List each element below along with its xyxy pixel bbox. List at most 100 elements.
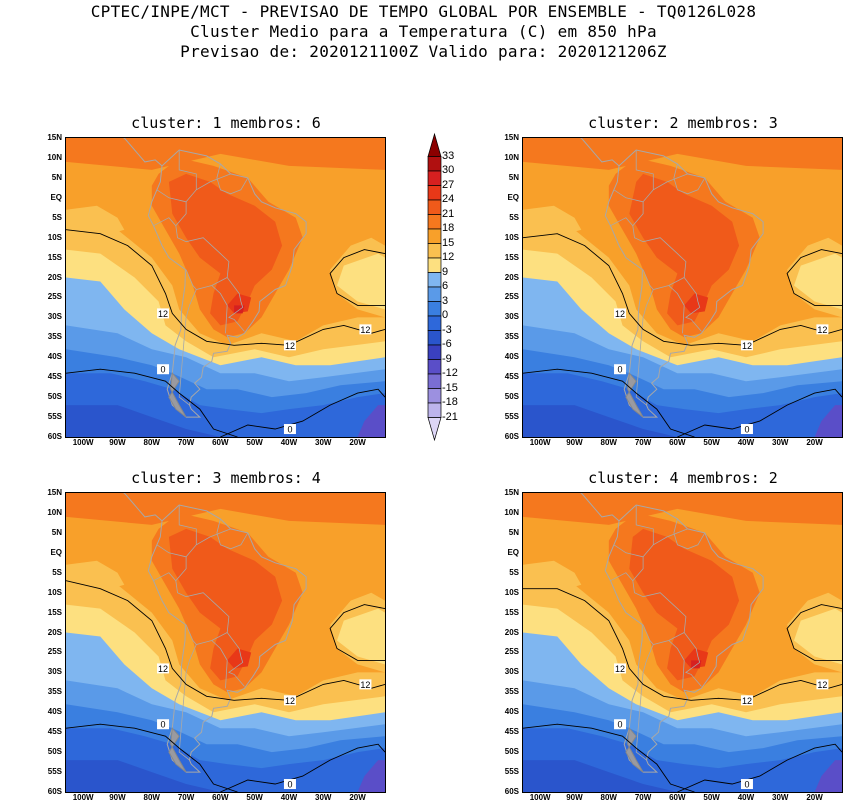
latitude-tick-label: 10S (47, 232, 62, 242)
country-border (156, 189, 187, 203)
colorbar-swatch (427, 170, 442, 186)
country-border (635, 150, 654, 190)
latitude-tick-label: 50S (47, 392, 62, 402)
country-border (153, 217, 177, 227)
longitude-tick-label: 80W (143, 793, 160, 802)
longitude-tick-label: 90W (109, 438, 126, 447)
contour-label: 0 (740, 779, 753, 790)
latitude-tick-label: 35S (504, 332, 519, 342)
coastline (604, 149, 764, 418)
latitude-tick-label: 60S (504, 432, 519, 441)
longitude-tick-label: 60W (669, 793, 686, 802)
latitude-tick-label: 10S (504, 232, 519, 242)
latitude-tick-label: 55S (504, 767, 519, 777)
header-line-2: Cluster Medio para a Temperatura (C) em … (190, 22, 657, 41)
contour-label: 0 (157, 719, 170, 730)
colorbar-level-label: -15 (442, 381, 458, 394)
longitude-tick-label: 70W (634, 438, 652, 447)
country-border (635, 505, 654, 545)
contour-label: 12 (614, 308, 627, 319)
latitude-tick-label: 15N (47, 133, 62, 142)
colorbar-level-label: 30 (442, 164, 455, 176)
contour-line (66, 229, 385, 346)
longitude-tick-label: 100W (72, 438, 94, 447)
country-border (632, 528, 688, 645)
colorbar-level-label: 27 (442, 178, 455, 191)
svg-text:12: 12 (742, 341, 752, 351)
latitude-tick-label: EQ (507, 192, 519, 202)
contour-label: 12 (740, 340, 753, 351)
temperature-band (227, 648, 252, 669)
colorbar-level-label: -9 (442, 352, 452, 365)
colorbar-swatch (427, 243, 442, 259)
colorbar-swatch (427, 388, 442, 404)
svg-text:12: 12 (742, 696, 752, 706)
latitude-tick-label: 25S (504, 292, 519, 302)
latitude-tick-label: 15N (504, 133, 519, 142)
colorbar-level-label: -21 (442, 410, 458, 423)
latitude-tick-label: 20S (504, 627, 519, 637)
svg-text:12: 12 (285, 341, 295, 351)
colorbar-swatch (427, 132, 442, 157)
longitude-tick-label: 80W (600, 793, 617, 802)
temperature-map: 12 12 12 0 0 (65, 492, 386, 793)
country-border (178, 150, 197, 190)
latitude-tick-label: 5N (51, 172, 62, 182)
colorbar-level-label: -12 (442, 367, 458, 379)
longitude-tick-label: 20W (806, 438, 823, 447)
panel-title: cluster: 4 membros: 2 (588, 469, 778, 487)
country-border (610, 217, 634, 227)
latitude-tick-label: 5S (52, 212, 62, 222)
longitude-tick-label: 70W (634, 793, 652, 802)
svg-text:0: 0 (744, 425, 749, 435)
latitude-tick-label: 30S (504, 312, 519, 322)
longitude-tick-label: 60W (212, 793, 229, 802)
temperature-band (66, 760, 221, 792)
latitude-tick-label: 30S (47, 667, 62, 677)
contour-line (220, 743, 385, 792)
contour-label: 12 (359, 679, 372, 690)
country-border (156, 544, 187, 558)
temperature-band (523, 205, 582, 238)
patagonia-land (625, 726, 644, 773)
longitude-tick-label: 50W (246, 438, 263, 447)
contour-line (677, 388, 842, 437)
temperature-band (66, 560, 125, 593)
contour-label: 12 (816, 324, 829, 335)
temperature-band (523, 560, 582, 593)
colorbar-swatch (427, 272, 442, 288)
contour-line (786, 249, 842, 306)
latitude-tick-label: 45S (47, 372, 62, 382)
country-border (211, 285, 228, 334)
colorbar-swatch (427, 344, 442, 360)
longitude-tick-label: 30W (315, 438, 332, 447)
contour-label: 12 (157, 663, 170, 674)
svg-text:0: 0 (161, 720, 166, 730)
longitude-tick-label: 50W (703, 793, 720, 802)
latitude-tick-label: 50S (47, 747, 62, 757)
coastline (147, 149, 307, 418)
longitude-tick-label: 30W (772, 438, 789, 447)
coastline (147, 504, 307, 773)
colorbar-swatch (427, 214, 442, 230)
latitude-tick-label: 20S (47, 272, 62, 282)
latitude-tick-label: 15N (504, 488, 519, 497)
panel-title: cluster: 3 membros: 4 (131, 469, 321, 487)
longitude-tick-label: 100W (529, 793, 551, 802)
temperature-band (684, 293, 709, 314)
svg-text:12: 12 (158, 309, 168, 319)
temperature-band (168, 173, 283, 326)
country-border (216, 163, 249, 195)
temperature-band (337, 608, 385, 665)
latitude-tick-label: EQ (507, 547, 519, 557)
latitude-tick-label: 10S (504, 587, 519, 597)
country-border (178, 505, 197, 545)
colorbar-level-label: 0 (442, 309, 449, 321)
colorbar-level-label: 24 (442, 193, 455, 205)
longitude-tick-label: 40W (280, 438, 298, 447)
country-border (613, 544, 644, 558)
colorbar-level-label: 21 (442, 207, 455, 220)
colorbar-level-label: 33 (442, 149, 455, 162)
latitude-tick-label: 5S (509, 212, 519, 222)
longitude-tick-label: 80W (143, 438, 160, 447)
